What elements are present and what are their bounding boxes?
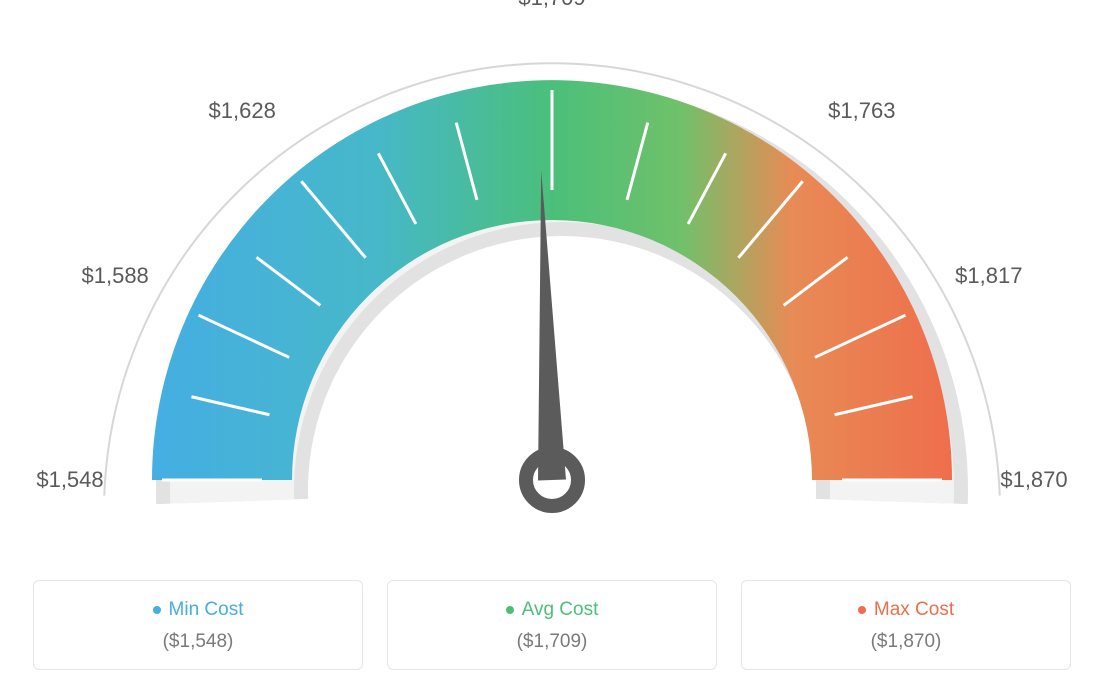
dot-icon	[506, 606, 514, 614]
legend-title-min-text: Min Cost	[169, 599, 244, 621]
legend-value-max: ($1,870)	[762, 631, 1050, 653]
legend-row: Min Cost ($1,548) Avg Cost ($1,709) Max …	[0, 580, 1104, 670]
gauge-tick-label: $1,870	[1000, 467, 1067, 493]
gauge-tick-label: $1,763	[828, 98, 895, 124]
legend-title-min: Min Cost	[54, 599, 342, 621]
gauge-tick-label: $1,817	[955, 263, 1022, 289]
dot-icon	[858, 606, 866, 614]
gauge-tick-label: $1,628	[209, 98, 276, 124]
gauge-svg	[0, 0, 1104, 560]
legend-title-avg: Avg Cost	[408, 599, 696, 621]
legend-value-avg: ($1,709)	[408, 631, 696, 653]
legend-title-max-text: Max Cost	[874, 599, 954, 621]
legend-title-max: Max Cost	[762, 599, 1050, 621]
legend-value-min: ($1,548)	[54, 631, 342, 653]
gauge-tick-label: $1,709	[518, 0, 585, 11]
legend-card-avg: Avg Cost ($1,709)	[387, 580, 717, 670]
gauge-chart: $1,548 $1,588 $1,628 $1,709 $1,763 $1,817 $1,8…	[0, 0, 1104, 560]
legend-title-avg-text: Avg Cost	[522, 599, 599, 621]
gauge-tick-label: $1,548	[36, 467, 103, 493]
legend-card-max: Max Cost ($1,870)	[741, 580, 1071, 670]
dot-icon	[153, 606, 161, 614]
legend-card-min: Min Cost ($1,548)	[33, 580, 363, 670]
gauge-tick-label: $1,588	[82, 263, 149, 289]
